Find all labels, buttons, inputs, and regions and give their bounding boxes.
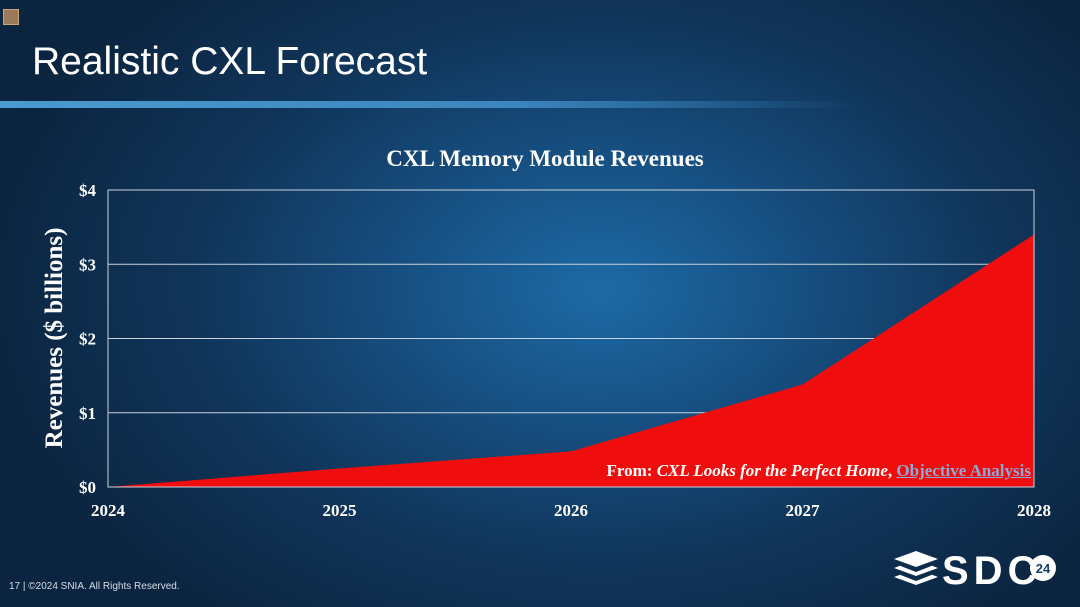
source-title: CXL Looks for the Perfect Home bbox=[656, 461, 888, 480]
x-tick-label: 2028 bbox=[1017, 501, 1051, 520]
data-point bbox=[339, 467, 340, 469]
x-tick-label: 2027 bbox=[786, 501, 821, 520]
area-series bbox=[107, 234, 1035, 488]
y-tick-label: $3 bbox=[79, 255, 96, 274]
slide-title: Realistic CXL Forecast bbox=[32, 40, 428, 83]
y-tick-label: $1 bbox=[79, 404, 96, 423]
logo-text: SDC bbox=[942, 549, 1041, 591]
source-note: From: CXL Looks for the Perfect Home, Ob… bbox=[607, 461, 1032, 481]
source-link[interactable]: Objective Analysis bbox=[896, 461, 1031, 480]
source-prefix: From: bbox=[606, 461, 657, 480]
data-point bbox=[570, 450, 572, 452]
chart-title: CXL Memory Module Revenues bbox=[386, 146, 704, 171]
y-axis-label: Revenues ($ billions) bbox=[41, 228, 68, 449]
y-axis-ticks: $0 $1 $2 $3 $4 bbox=[79, 181, 97, 497]
x-tick-label: 2025 bbox=[323, 501, 357, 520]
slide-footer: 17 | ©2024 SNIA. All Rights Reserved. bbox=[9, 581, 180, 592]
y-tick-label: $0 bbox=[79, 478, 96, 497]
data-point bbox=[802, 384, 803, 386]
area-fill-revenues bbox=[108, 234, 1034, 487]
logo-badge-text: 24 bbox=[1036, 561, 1051, 576]
y-tick-label: $4 bbox=[79, 181, 97, 200]
x-axis-ticks: 2024 2025 2026 2027 2028 bbox=[91, 501, 1051, 520]
plot-frame bbox=[107, 189, 1035, 488]
source-separator: , bbox=[887, 461, 897, 480]
logo-badge bbox=[1030, 555, 1056, 581]
layers-icon bbox=[894, 551, 938, 585]
title-divider bbox=[0, 101, 860, 108]
x-tick-label: 2024 bbox=[91, 501, 126, 520]
sdc-logo: SDC 24 bbox=[894, 549, 1056, 591]
x-tick-label: 2026 bbox=[554, 501, 588, 520]
y-tick-label: $2 bbox=[79, 330, 96, 349]
corner-marker bbox=[3, 9, 19, 25]
